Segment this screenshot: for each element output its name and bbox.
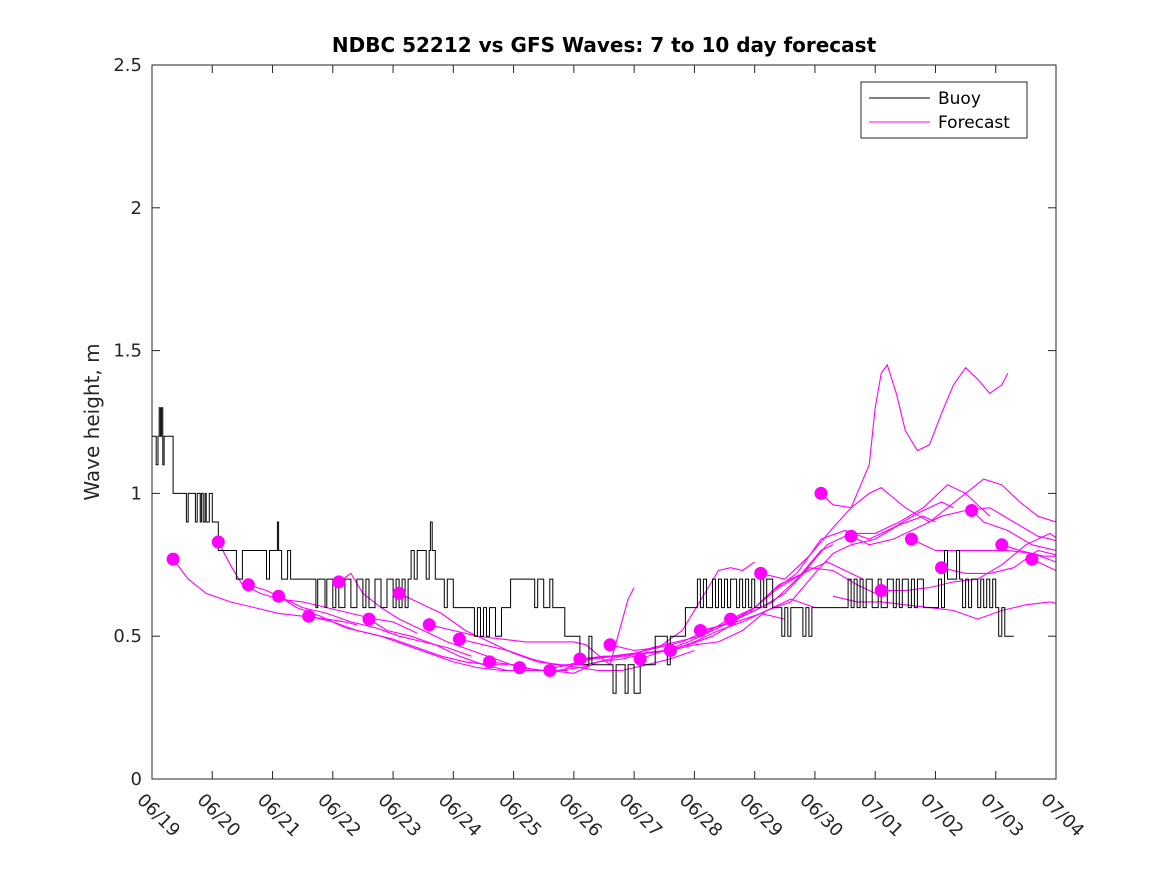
forecast-start-marker-5 <box>302 609 316 623</box>
forecast-start-marker-15 <box>603 638 617 652</box>
y-tick-label: 1 <box>131 483 142 504</box>
y-tick-label: 0 <box>131 769 142 790</box>
forecast-line-22 <box>850 507 1056 546</box>
y-tick-label: 0.5 <box>113 626 142 647</box>
legend: Buoy Forecast <box>860 81 1028 139</box>
forecast-start-marker-19 <box>724 612 738 626</box>
legend-box <box>860 81 1028 139</box>
forecast-line-21 <box>820 478 1056 523</box>
forecast-start-marker-1 <box>166 552 180 566</box>
forecast-start-marker-3 <box>241 578 255 592</box>
forecast-start-marker-25 <box>935 561 948 575</box>
forecast-start-marker-27 <box>995 538 1009 552</box>
axes-background <box>152 65 1056 779</box>
buoy-line <box>152 407 1014 694</box>
axes-frame <box>151 64 1057 780</box>
y-axis: 0 0.5 1 1.5 2 2.5 <box>113 55 1056 790</box>
y-tick-label: 2 <box>131 198 142 219</box>
forecast-start-marker-7 <box>362 612 376 626</box>
forecast-start-marker-21 <box>814 486 828 500</box>
forecast-start-marker-13 <box>543 664 557 677</box>
forecast-line-28 <box>1031 558 1056 572</box>
forecast-line-20 <box>760 363 1009 580</box>
forecast-line-2 <box>217 541 418 634</box>
forecast-start-marker-18 <box>693 624 707 637</box>
forecast-line-27 <box>1001 544 1056 557</box>
forecast-start-marker-26 <box>965 504 979 517</box>
forecast-line-23 <box>881 532 1056 592</box>
forecast-start-marker-20 <box>754 566 768 580</box>
y-tick-label: 2.5 <box>113 55 142 76</box>
legend-label-forecast: Forecast <box>938 113 1010 133</box>
forecast-line-18 <box>700 501 954 632</box>
forecast-start-marker-28 <box>1025 552 1039 566</box>
forecast-start-marker-22 <box>844 529 858 543</box>
forecast-line-19 <box>730 484 991 620</box>
data-layer <box>152 363 1056 694</box>
forecast-start-marker-2 <box>211 535 225 549</box>
forecast-start-marker-23 <box>874 584 888 597</box>
forecast-line-15 <box>609 561 864 652</box>
forecast-line-26 <box>971 510 1056 552</box>
legend-label-buoy: Buoy <box>938 89 981 109</box>
y-axis-label: Wave height, m <box>80 343 104 500</box>
forecast-start-marker-16 <box>633 652 647 666</box>
y-tick-label: 1.5 <box>113 341 142 362</box>
forecast-line-12 <box>519 612 785 672</box>
forecast-line-8 <box>398 592 623 666</box>
forecast-start-marker-4 <box>272 589 286 603</box>
forecast-line-17 <box>670 515 936 652</box>
forecast-start-marker-11 <box>483 655 496 669</box>
forecast-start-marker-8 <box>392 586 406 600</box>
plot-area <box>151 64 1057 780</box>
forecast-start-marker-6 <box>332 575 346 589</box>
forecast-start-marker-24 <box>904 532 918 546</box>
forecast-start-marker-10 <box>452 632 466 646</box>
forecast-line-10 <box>459 638 695 672</box>
forecast-line-1 <box>172 558 358 626</box>
forecast-start-marker-17 <box>663 644 677 657</box>
forecast-start-marker-14 <box>573 652 587 666</box>
chart-title: NDBC 52212 vs GFS Waves: 7 to 10 day for… <box>332 33 877 57</box>
forecast-start-marker-9 <box>422 618 436 632</box>
forecast-start-marker-12 <box>513 661 527 675</box>
forecast-line-25 <box>941 549 1056 574</box>
